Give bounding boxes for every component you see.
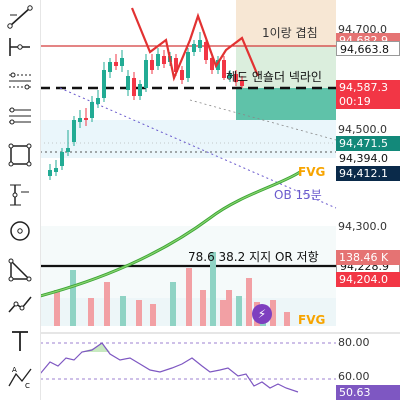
candle-body — [192, 44, 196, 52]
horizontal-line-tool-icon[interactable] — [5, 32, 35, 62]
target-zone-peach — [236, 0, 336, 46]
text-tool-icon[interactable] — [5, 326, 35, 356]
current-price-tag: 94,587.3 — [336, 80, 400, 95]
svg-text:C: C — [25, 382, 30, 390]
volume-bar — [200, 290, 206, 326]
circle-tool-icon[interactable] — [5, 216, 35, 246]
volume-bar — [104, 282, 110, 326]
price-tick-94700: 94,700.0 — [338, 23, 387, 36]
candle-body — [108, 62, 112, 72]
candle-body — [90, 102, 94, 118]
volume-bar — [210, 252, 216, 326]
price-tag-94394: 94,394.0 — [336, 151, 400, 166]
candle-body — [132, 78, 136, 96]
candle-countdown-tag: 00:19 — [336, 94, 400, 109]
candle-body — [120, 58, 124, 66]
path-tool-icon[interactable] — [5, 290, 35, 320]
volume-bar — [170, 282, 176, 326]
channel-tool-icon[interactable] — [5, 66, 35, 96]
volume-bar — [150, 304, 156, 326]
neckline-label: 헤드 앤숄더 넥라인 — [226, 70, 322, 84]
rsi-line — [40, 342, 299, 393]
volume-bar — [70, 270, 76, 326]
candle-body — [150, 60, 154, 70]
price-tick-94500: 94,500.0 — [338, 123, 387, 136]
candle-body — [222, 60, 226, 78]
trend-line-dotted — [189, 99, 337, 141]
candle-body — [204, 42, 208, 60]
moving-average-highlight — [40, 171, 301, 297]
chart-area[interactable]: 1이랑 겹침 헤드 앤숄더 넥라인 FVG OB 15분 78.6 38.2 지… — [40, 0, 400, 400]
volume-bar — [246, 278, 252, 326]
volume-bar — [88, 298, 94, 326]
candle-body — [234, 74, 238, 82]
candle-body — [144, 60, 148, 88]
candle-body — [156, 54, 160, 66]
position-tag-94471: 94,471.5 — [336, 136, 400, 151]
candle-body — [72, 120, 76, 142]
candle-body — [114, 62, 118, 66]
ob-trend-line — [59, 87, 337, 209]
lightning-alert-icon[interactable]: ⚡ — [252, 304, 272, 324]
volume-bar — [54, 290, 60, 326]
target-zone-green-light — [236, 46, 336, 88]
candle-body — [180, 70, 184, 80]
measure-tool-icon[interactable] — [5, 180, 35, 210]
price-tag-94204: 94,204.0 — [336, 272, 400, 287]
candle-body — [186, 52, 190, 78]
candle-body — [78, 118, 82, 122]
candle-body — [228, 74, 232, 78]
volume-bar — [186, 268, 192, 326]
volume-tag: 138.46 K — [336, 250, 400, 265]
volume-bar — [284, 312, 290, 326]
candle-body — [210, 58, 214, 70]
first-target-label: 1이랑 겹침 — [262, 26, 318, 40]
price-tick-94300: 94,300.0 — [338, 220, 387, 233]
volume-bar — [220, 300, 226, 326]
rsi-overbought-fill — [80, 343, 110, 352]
volume-bar — [236, 296, 242, 326]
rsi-tick-80: 80.00 — [338, 336, 370, 349]
candle-body — [60, 152, 64, 166]
candle-body — [96, 98, 100, 104]
triangle-pattern-tool-icon[interactable] — [5, 255, 35, 285]
candle-body — [102, 70, 106, 98]
volume-bars — [54, 252, 290, 326]
candlesticks — [48, 32, 244, 180]
candle-body — [54, 168, 58, 172]
fib-level-label: 78.6 38.2 지지 OR 저항 — [188, 250, 319, 264]
candle-body — [138, 84, 142, 96]
price-tag-94412: 94,412.1 — [336, 166, 400, 181]
fvg-upper-label: FVG — [298, 165, 326, 179]
volume-bar — [226, 290, 232, 326]
candle-body — [174, 58, 178, 72]
fibonacci-tool-icon[interactable] — [5, 102, 35, 132]
ob-label: OB 15분 — [274, 188, 322, 202]
rectangle-tool-icon[interactable] — [5, 140, 35, 170]
volume-bar — [270, 300, 276, 326]
volume-bar — [120, 296, 126, 326]
price-chart-canvas[interactable] — [40, 0, 400, 400]
candle-body — [126, 76, 130, 90]
candle-body — [198, 40, 202, 48]
svg-text:A: A — [12, 366, 17, 374]
candle-body — [216, 60, 220, 70]
head-shoulders-pattern-line — [130, 7, 260, 82]
rsi-value-tag: 50.63 — [336, 385, 400, 400]
candle-body — [84, 118, 88, 120]
rsi-tick-60: 60.00 — [338, 370, 370, 383]
candle-body — [48, 170, 52, 176]
candle-body — [240, 80, 244, 86]
volume-bar — [136, 300, 142, 326]
trend-line-tool-icon[interactable] — [5, 2, 35, 32]
fvg-lower-label: FVG — [298, 313, 326, 327]
price-tag-94663: 94,663.8 — [336, 41, 400, 56]
candle-body — [66, 148, 70, 152]
candle-body — [162, 56, 166, 64]
